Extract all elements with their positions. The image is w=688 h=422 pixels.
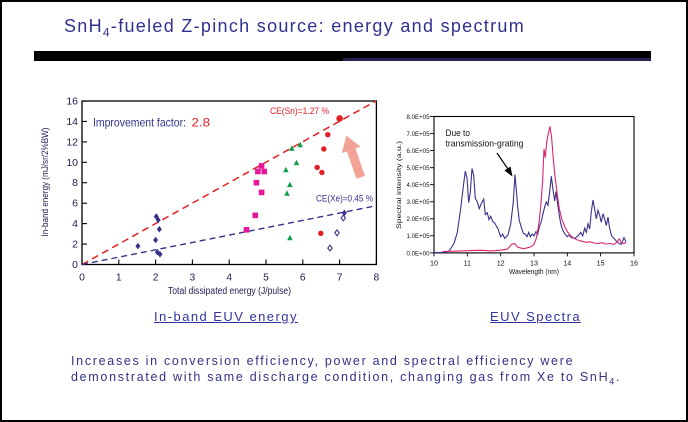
svg-text:4.0E+05: 4.0E+05 — [407, 182, 430, 189]
svg-text:7: 7 — [337, 273, 343, 284]
svg-text:4: 4 — [226, 273, 232, 284]
svg-text:12: 12 — [66, 136, 78, 148]
svg-text:10: 10 — [430, 258, 438, 267]
svg-text:13: 13 — [530, 258, 538, 267]
svg-text:12: 12 — [497, 258, 505, 267]
svg-text:16: 16 — [630, 258, 638, 267]
svg-text:Improvement factor:: Improvement factor: — [93, 116, 186, 130]
svg-text:CE(Xe)=0.45 %: CE(Xe)=0.45 % — [316, 194, 373, 204]
svg-text:0.0E+00: 0.0E+00 — [407, 250, 430, 257]
svg-text:3: 3 — [190, 273, 196, 284]
svg-text:14: 14 — [66, 116, 78, 128]
svg-text:2: 2 — [153, 273, 159, 284]
svg-text:6: 6 — [72, 198, 78, 210]
svg-text:8: 8 — [374, 273, 380, 284]
svg-text:1.0E+05: 1.0E+05 — [407, 233, 430, 240]
svg-text:16: 16 — [66, 96, 78, 108]
svg-text:In-band energy (mJ/sr/2%BW): In-band energy (mJ/sr/2%BW) — [40, 128, 50, 237]
svg-text:14: 14 — [563, 258, 571, 267]
svg-text:6: 6 — [300, 273, 306, 284]
svg-text:CE(Sn)=1.27 %: CE(Sn)=1.27 % — [270, 106, 329, 116]
svg-text:8.0E+05: 8.0E+05 — [407, 114, 430, 121]
svg-text:15: 15 — [597, 258, 605, 267]
svg-text:Due to: Due to — [446, 128, 471, 138]
svg-text:transmission-grating: transmission-grating — [446, 139, 524, 149]
svg-text:0: 0 — [72, 259, 78, 271]
svg-text:2: 2 — [72, 239, 78, 251]
svg-text:0: 0 — [79, 273, 85, 284]
svg-text:11: 11 — [464, 258, 471, 267]
svg-text:4: 4 — [72, 218, 78, 230]
svg-text:Spectral intensity (a.u.): Spectral intensity (a.u.) — [396, 141, 403, 229]
svg-text:6.0E+05: 6.0E+05 — [407, 148, 430, 155]
svg-text:5: 5 — [263, 273, 269, 284]
svg-text:2.0E+05: 2.0E+05 — [407, 216, 430, 223]
svg-text:7.0E+05: 7.0E+05 — [407, 131, 430, 138]
svg-text:5.0E+05: 5.0E+05 — [407, 165, 430, 172]
svg-text:Wavelength (nm): Wavelength (nm) — [509, 267, 559, 276]
svg-text:1: 1 — [116, 273, 122, 284]
svg-text:Total dissipated energy (J/pul: Total dissipated energy (J/pulse) — [168, 286, 291, 297]
svg-text:3.0E+05: 3.0E+05 — [407, 199, 430, 206]
svg-text:2.8: 2.8 — [192, 116, 211, 130]
svg-text:10: 10 — [66, 157, 78, 169]
svg-text:8: 8 — [72, 177, 78, 189]
